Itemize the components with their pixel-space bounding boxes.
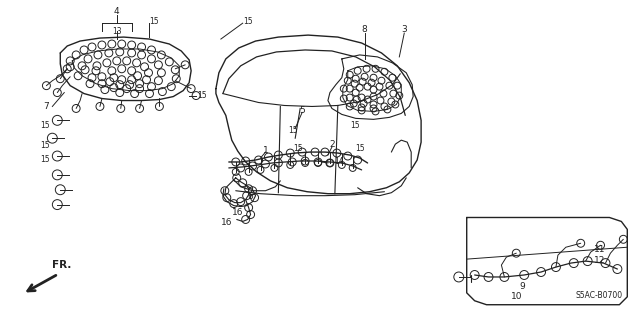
Text: 15: 15 xyxy=(349,121,360,130)
Text: 15: 15 xyxy=(294,144,303,152)
Text: 15: 15 xyxy=(197,91,207,100)
Text: 3: 3 xyxy=(401,25,407,33)
Text: 15: 15 xyxy=(40,121,49,130)
Text: 4: 4 xyxy=(114,7,120,16)
Text: 7: 7 xyxy=(44,102,49,111)
Text: 8: 8 xyxy=(362,25,367,33)
Text: 16: 16 xyxy=(221,218,232,227)
Text: 12: 12 xyxy=(593,256,605,265)
Text: 5: 5 xyxy=(300,106,305,115)
Text: 2: 2 xyxy=(329,140,335,149)
Text: 10: 10 xyxy=(511,292,522,301)
Text: 1: 1 xyxy=(262,145,268,155)
Text: FR.: FR. xyxy=(52,260,72,270)
Text: 9: 9 xyxy=(519,282,525,291)
Text: 15: 15 xyxy=(40,141,49,150)
Text: 15: 15 xyxy=(150,17,159,26)
Text: 15: 15 xyxy=(40,155,49,165)
Text: 6: 6 xyxy=(248,192,253,201)
Text: 13: 13 xyxy=(112,26,122,36)
Text: 15: 15 xyxy=(289,126,298,135)
Text: 15: 15 xyxy=(356,144,365,152)
Text: 15: 15 xyxy=(243,17,252,26)
Text: S5AC-B0700: S5AC-B0700 xyxy=(575,291,622,300)
Text: 16: 16 xyxy=(232,208,243,217)
Text: 14: 14 xyxy=(334,158,344,167)
Text: 11: 11 xyxy=(593,245,605,254)
